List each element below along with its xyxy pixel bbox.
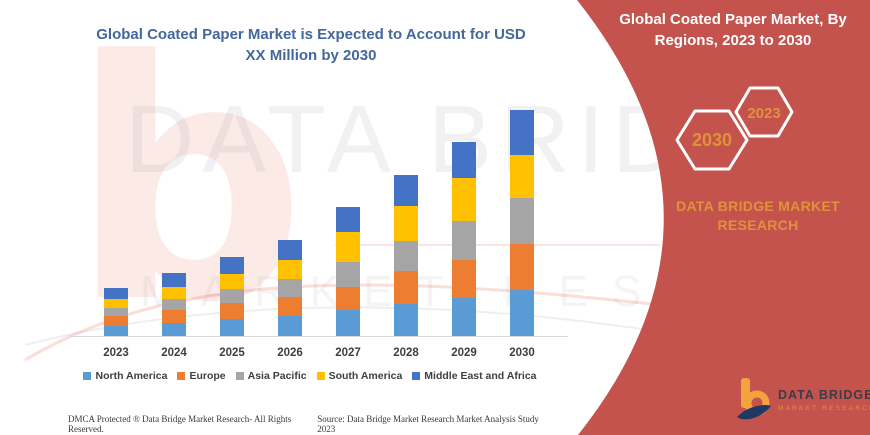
bar-segment-europe <box>162 310 186 323</box>
side-panel-title: Global Coated Paper Market, By Regions, … <box>619 11 847 49</box>
bar-segment-europe <box>510 244 534 290</box>
legend-label: Asia Pacific <box>247 370 307 382</box>
side-panel-shape <box>577 0 870 435</box>
legend-label: Europe <box>189 370 226 382</box>
legend-item-south-america: South America <box>316 370 403 382</box>
bar-segment-south-america <box>394 206 418 241</box>
bar-segment-south-america <box>336 232 360 262</box>
hexagon-2030-label: 2030 <box>692 130 732 150</box>
bar-segment-asia-pacific <box>278 279 302 297</box>
bar-segment-europe <box>452 260 476 298</box>
bar-segment-south-america <box>220 274 244 289</box>
hexagon-badges: 2030 2023 <box>675 86 794 171</box>
bar-segment-asia-pacific <box>220 289 244 303</box>
x-axis-label-2028: 2028 <box>393 347 419 359</box>
bar-segment-europe <box>104 316 128 326</box>
bar-segment-middle-east-and-africa <box>220 257 244 274</box>
legend-label: Middle East and Africa <box>424 370 537 382</box>
legend-swatch-icon <box>83 372 92 380</box>
bar-2023: 2023 <box>103 100 129 359</box>
legend-item-middle-east-and-africa: Middle East and Africa <box>412 370 537 382</box>
bar-2024: 2024 <box>161 100 187 359</box>
hexagon-2023-outline <box>734 86 794 138</box>
x-axis-label-2024: 2024 <box>161 347 187 359</box>
bar-segment-north-america <box>162 323 186 336</box>
bar-segment-north-america <box>452 298 476 336</box>
bar-segment-north-america <box>104 326 128 336</box>
bar-segment-south-america <box>104 299 128 308</box>
bar-2029: 2029 <box>451 100 477 359</box>
legend-swatch-icon <box>412 372 421 380</box>
x-axis-label-2026: 2026 <box>277 347 303 359</box>
bar-segment-middle-east-and-africa <box>336 207 360 232</box>
bar-segment-north-america <box>510 290 534 336</box>
chart-title: Global Coated Paper Market is Expected t… <box>96 26 526 64</box>
bar-segment-asia-pacific <box>336 262 360 287</box>
bar-segment-south-america <box>278 260 302 279</box>
data-bridge-b-icon <box>737 378 771 420</box>
legend-label: North America <box>95 370 168 382</box>
legend-label: South America <box>328 370 403 382</box>
x-axis-label-2030: 2030 <box>509 347 535 359</box>
legend-swatch-icon <box>235 372 244 380</box>
bar-2026: 2026 <box>277 100 303 359</box>
logo-tagline: MARKET RESEARCH <box>778 405 870 412</box>
bar-segment-middle-east-and-africa <box>510 110 534 155</box>
bar-2025: 2025 <box>219 100 245 359</box>
bar-segment-asia-pacific <box>162 299 186 310</box>
bar-segment-north-america <box>336 310 360 336</box>
bar-segment-asia-pacific <box>452 221 476 260</box>
bar-segment-europe <box>220 303 244 319</box>
legend: North America Europe Asia Pacific South Ame… <box>62 370 558 382</box>
footer-source-text: Source: Data Bridge Market Research Mark… <box>317 414 539 434</box>
bar-segment-middle-east-and-africa <box>452 142 476 178</box>
legend-item-north-america: North America <box>83 370 167 382</box>
hexagon-2030-outline <box>675 109 749 171</box>
legend-swatch-icon <box>316 372 325 380</box>
bar-segment-middle-east-and-africa <box>278 240 302 260</box>
bar-segment-asia-pacific <box>104 308 128 316</box>
bar-segment-europe <box>278 297 302 316</box>
brand-heading: DATA BRIDGE MARKET RESEARCH <box>676 198 840 233</box>
footer-dmca-text: DMCA Protected ® Data Bridge Market Rese… <box>68 414 292 434</box>
bar-segment-south-america <box>510 155 534 198</box>
bar-segment-europe <box>394 271 418 304</box>
bar-segment-south-america <box>452 178 476 221</box>
bar-segment-middle-east-and-africa <box>104 288 128 299</box>
data-bridge-logo: DATA BRIDGE MARKET RESEARCH <box>736 376 870 424</box>
decorative-arc <box>577 164 662 292</box>
footer: DMCA Protected ® Data Bridge Market Rese… <box>68 414 548 434</box>
logo-text: DATA BRIDGE MARKET RESEARCH <box>778 388 870 412</box>
bar-2030: 2030 <box>509 100 535 359</box>
bar-segment-middle-east-and-africa <box>394 175 418 206</box>
legend-item-asia-pacific: Asia Pacific <box>235 370 307 382</box>
x-axis-label-2029: 2029 <box>451 347 477 359</box>
bar-segment-north-america <box>220 319 244 336</box>
legend-item-europe: Europe <box>177 370 226 382</box>
bar-segment-north-america <box>394 304 418 336</box>
bar-chart: 2023 2024 2025 2026 2027 2028 2029 2030 <box>70 100 568 359</box>
logo-name: DATA BRIDGE <box>778 388 870 402</box>
hexagon-2023-label: 2023 <box>747 105 780 122</box>
bar-segment-europe <box>336 287 360 310</box>
legend-swatch-icon <box>177 372 186 380</box>
x-axis-label-2025: 2025 <box>219 347 245 359</box>
bar-segment-north-america <box>278 316 302 336</box>
x-axis-label-2027: 2027 <box>335 347 361 359</box>
bar-segment-asia-pacific <box>510 198 534 244</box>
bar-segment-asia-pacific <box>394 241 418 271</box>
x-axis-label-2023: 2023 <box>103 347 129 359</box>
bar-segment-middle-east-and-africa <box>162 273 186 287</box>
bar-segment-south-america <box>162 287 186 299</box>
bar-2027: 2027 <box>335 100 361 359</box>
bar-2028: 2028 <box>393 100 419 359</box>
